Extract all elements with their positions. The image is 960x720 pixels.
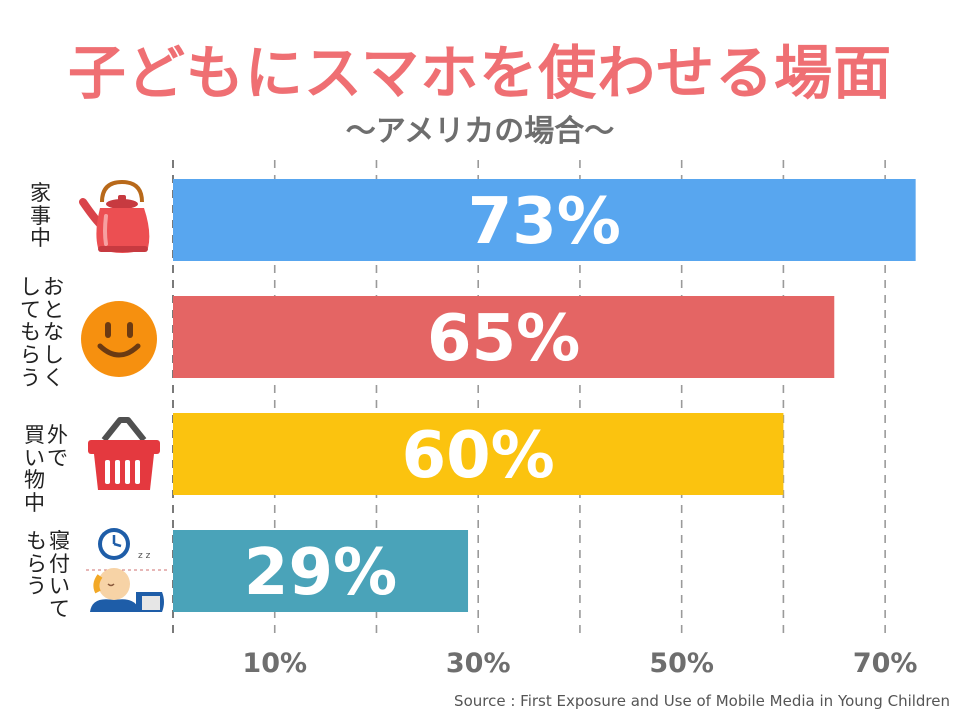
category-label-column: おとなしく [43,275,64,390]
bar-value-label: 73% [468,185,621,259]
bar [173,530,469,612]
chart-subtitle: 〜アメリカの場合〜 [345,114,615,149]
sleeping-child-clock-icon: z z [86,528,168,612]
chart-title: 子どもにスマホを使わせる場面 [67,39,893,107]
bar [173,413,784,495]
category-label: 寝付いてもらう [26,530,70,621]
category-label: おとなしくしてもらう [20,276,64,389]
bar [173,296,835,378]
category-label-column: 外で [47,423,68,470]
category-label-column: 家事中 [30,181,51,251]
category-label-column: もらう [26,529,47,599]
category-label: 家事中 [30,182,51,250]
x-tick-label: 10% [242,648,307,679]
x-tick-label: 70% [853,648,918,679]
bar-value-label: 65% [427,302,580,376]
x-tick-label: 50% [649,648,714,679]
category-label-column: 買い物中 [24,423,45,516]
category-label: 外で買い物中 [24,424,68,515]
shopping-basket-icon [88,417,160,490]
bar-value-label: 60% [402,419,555,493]
kettle-icon [79,179,150,253]
source-note: Source : First Exposure and Use of Mobil… [454,692,950,710]
category-label-column: してもらう [20,275,41,390]
x-tick-label: 30% [446,648,511,679]
bar-value-label: 29% [244,536,397,610]
category-label-column: 寝付いて [49,529,70,622]
bar [173,179,916,261]
svg-text:z z: z z [138,551,151,561]
smiley-face-icon [81,301,157,377]
